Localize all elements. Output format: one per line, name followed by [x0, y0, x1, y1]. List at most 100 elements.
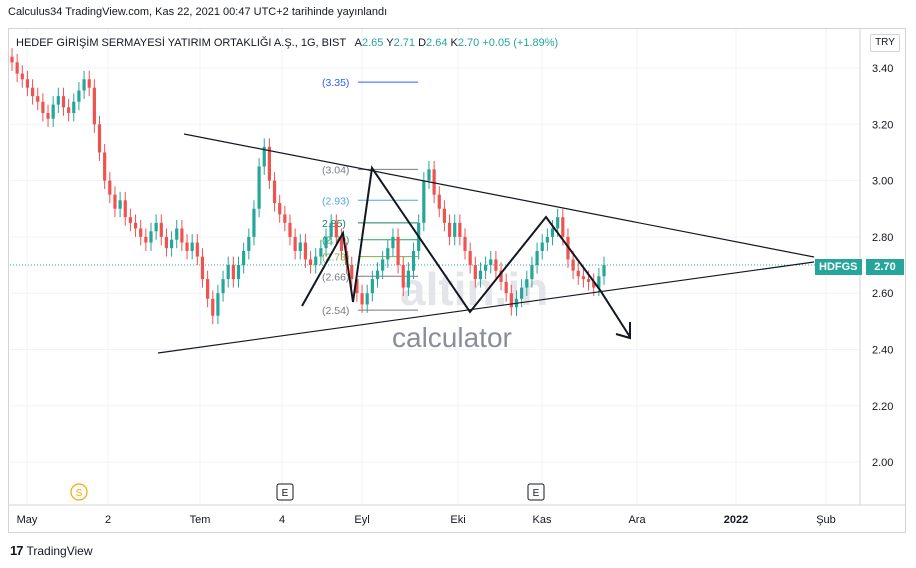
candle-body	[406, 270, 410, 288]
candle-body	[375, 270, 380, 280]
candle-body	[236, 265, 241, 280]
candle-body	[10, 56, 14, 63]
candle-body	[329, 222, 333, 237]
candle-body	[283, 214, 287, 223]
tradingview-footer[interactable]: 17 TradingView	[10, 543, 93, 558]
candle-body	[41, 101, 45, 114]
candle-body	[216, 293, 220, 316]
candle-body	[602, 265, 606, 277]
candle-body	[56, 96, 60, 105]
currency-button[interactable]: TRY	[870, 34, 900, 52]
candle-body	[87, 79, 91, 88]
lower-trendline	[157, 261, 815, 354]
x-tick-label: Kas	[533, 514, 552, 526]
watermark-sub: calculator	[392, 322, 512, 353]
last-price-label: 2.70	[866, 259, 904, 275]
candle-body	[133, 222, 138, 229]
chart-frame[interactable]	[8, 28, 906, 533]
candle-body	[370, 279, 374, 294]
high-prefix: Y	[386, 37, 394, 49]
candle-body	[463, 236, 467, 251]
candle-body	[473, 265, 477, 280]
candle-body	[334, 222, 338, 237]
candle-body	[36, 96, 40, 102]
symbol-info: HEDEF GİRİŞİM SERMAYESİ YATIRIM ORTAKLIĞ…	[16, 37, 558, 49]
candle-body	[432, 169, 436, 195]
candle-body	[303, 242, 308, 260]
candle-body	[30, 87, 35, 97]
candle-body	[206, 279, 210, 299]
fib-level-label: (2.66)	[322, 271, 349, 283]
open-value: 2.65	[361, 37, 384, 49]
candle-body	[262, 146, 266, 167]
y-tick-label: 3.40	[872, 63, 893, 75]
candles-layer	[10, 48, 606, 325]
candle-body	[494, 259, 498, 271]
ticker-badge: HDFGS	[815, 259, 862, 275]
x-tick-label: Tem	[190, 514, 211, 526]
candle-body	[164, 236, 169, 249]
candle-body	[200, 256, 205, 280]
candle-body	[489, 259, 493, 266]
candle-body	[339, 236, 344, 251]
candle-body	[82, 79, 86, 91]
footer-brand: TradingView	[26, 543, 93, 558]
candle-body	[592, 281, 596, 288]
close-prefix: K	[450, 37, 458, 49]
candle-body	[581, 276, 586, 280]
candle-body	[427, 169, 431, 181]
drawings-layer	[157, 133, 815, 354]
candle-body	[314, 256, 318, 266]
candle-body	[411, 250, 416, 271]
x-tick-label: Eki	[450, 514, 465, 526]
candle-body	[504, 281, 508, 294]
candle-body	[242, 250, 246, 266]
event-label: E	[533, 488, 540, 499]
y-tick-label: 2.80	[872, 232, 893, 244]
candle-body	[185, 242, 189, 251]
candle-body	[180, 228, 184, 243]
candle-body	[118, 200, 122, 209]
candle-body	[437, 194, 441, 209]
candle-body	[92, 87, 96, 125]
x-tick-label: Eyl	[354, 514, 369, 526]
candle-body	[247, 236, 251, 251]
upper-trendline	[183, 133, 815, 258]
y-tick-label: 2.00	[872, 457, 893, 469]
candle-body	[545, 236, 549, 243]
candle-body	[355, 279, 359, 294]
candle-body	[169, 239, 174, 249]
symbol-name: HEDEF GİRİŞİM SERMAYESİ YATIRIM ORTAKLIĞ…	[16, 37, 347, 49]
fib-level-label: 2.85)	[322, 218, 346, 230]
candle-body	[46, 113, 50, 119]
candle-body	[458, 222, 462, 237]
candle-body	[571, 259, 575, 271]
fib-level-label: (2.93)	[322, 195, 349, 207]
published-caption: Calculus34 TradingView.com, Kas 22, 2021…	[8, 6, 388, 18]
candle-body	[447, 222, 452, 237]
y-tick-label: 2.40	[872, 345, 893, 357]
candle-body	[576, 270, 580, 277]
candle-body	[391, 236, 395, 249]
candle-body	[442, 208, 447, 223]
candle-body	[257, 166, 261, 209]
candle-body	[308, 259, 313, 266]
event-label: S	[76, 488, 83, 499]
candle-body	[123, 200, 127, 218]
candle-body	[540, 242, 544, 251]
candle-body	[128, 217, 132, 223]
open-prefix: A	[354, 37, 362, 49]
split-event-icon	[70, 483, 88, 501]
y-tick-label: 3.00	[872, 176, 893, 188]
candle-body	[175, 228, 179, 240]
candle-body	[386, 248, 390, 260]
candle-body	[561, 217, 565, 237]
candle-body	[365, 293, 369, 305]
candle-body	[190, 242, 194, 251]
candle-body	[67, 107, 71, 114]
candle-body	[324, 236, 328, 249]
low-prefix: D	[418, 37, 427, 49]
candle-body	[252, 208, 256, 237]
